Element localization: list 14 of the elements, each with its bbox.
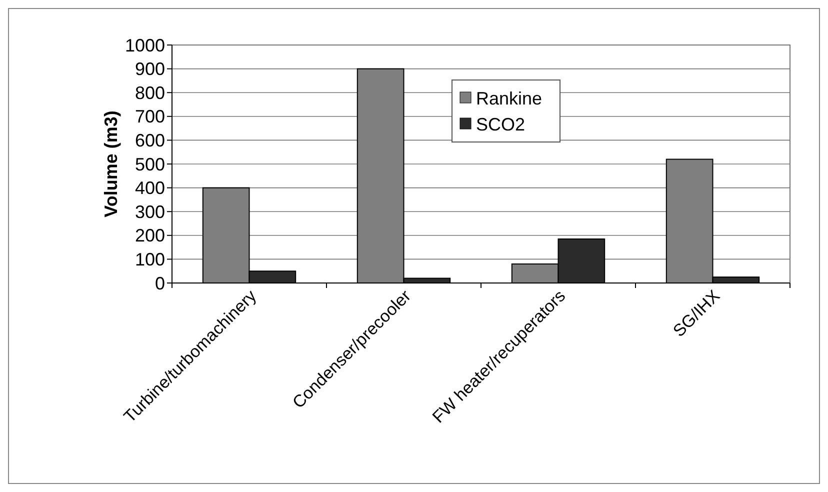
y-tick-label: 600 xyxy=(134,130,165,150)
y-tick-label: 200 xyxy=(134,226,165,246)
y-tick-label: 300 xyxy=(134,202,165,222)
y-axis-title: Volume (m3) xyxy=(101,110,121,218)
y-tick-label: 100 xyxy=(134,250,165,270)
y-tick-label: 1000 xyxy=(124,35,165,56)
y-tick-label: 500 xyxy=(134,154,165,174)
y-tick-label: 400 xyxy=(134,178,165,198)
y-tick-label: 0 xyxy=(154,273,165,294)
y-tick-label: 800 xyxy=(134,82,165,103)
legend-label: SCO2 xyxy=(476,114,526,134)
y-tick-label: 900 xyxy=(134,59,165,80)
legend-label: Rankine xyxy=(476,88,542,108)
y-tick-label: 700 xyxy=(134,106,165,127)
